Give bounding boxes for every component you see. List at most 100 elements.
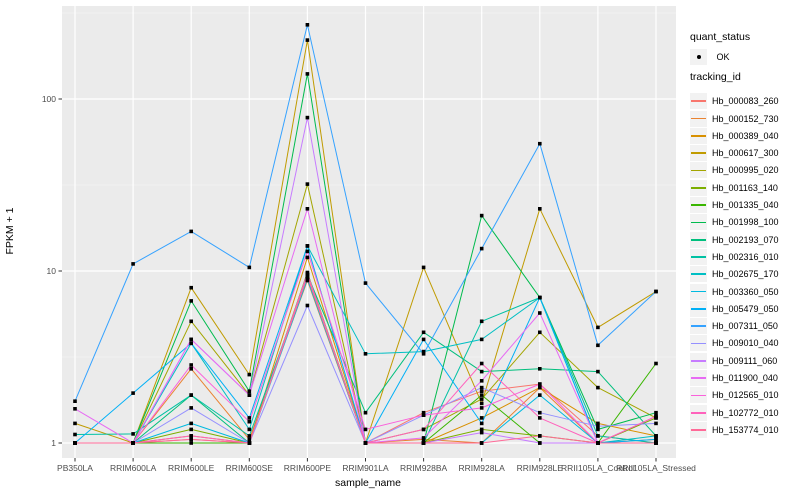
svg-text:10: 10 xyxy=(47,266,57,276)
legend-item-label: Hb_001163_140 xyxy=(712,182,778,193)
legend-item-Hb_000083_260: Hb_000083_260 xyxy=(690,93,779,110)
svg-text:1: 1 xyxy=(51,438,56,448)
svg-text:RRIM928BA: RRIM928BA xyxy=(400,463,448,473)
legend-item-Hb_003360_050: Hb_003360_050 xyxy=(690,283,779,300)
series-color-line xyxy=(691,342,706,345)
line-swatch-icon xyxy=(690,145,707,162)
legend-item-Hb_001163_140: Hb_001163_140 xyxy=(690,179,778,196)
series-color-line xyxy=(691,256,706,258)
legend-item-label: Hb_000617_300 xyxy=(712,148,779,159)
legend-item-Hb_000152_730: Hb_000152_730 xyxy=(690,110,779,127)
series-color-line xyxy=(691,135,706,137)
line-swatch-icon xyxy=(690,179,707,196)
line-swatch-icon xyxy=(690,421,707,438)
line-swatch-icon xyxy=(690,404,707,421)
series-color-line xyxy=(691,221,706,224)
legend-item-label: Hb_005479_050 xyxy=(712,303,779,314)
line-swatch-icon xyxy=(690,370,707,387)
svg-text:RRIM901LA: RRIM901LA xyxy=(342,463,389,473)
legend-item-label: Hb_002193_070 xyxy=(712,234,779,245)
line-swatch-icon xyxy=(690,283,707,300)
series-color-line xyxy=(691,238,706,241)
legend-item-Hb_011900_040: Hb_011900_040 xyxy=(690,369,778,387)
line-swatch-icon xyxy=(690,214,707,231)
legend-item-label: Hb_009111_060 xyxy=(712,355,778,366)
legend-item-Hb_102772_010: Hb_102772_010 xyxy=(690,404,779,421)
legend-item-label: OK xyxy=(716,51,730,62)
legend-item-label: Hb_012565_010 xyxy=(712,390,779,401)
legend-item-label: Hb_000083_260 xyxy=(712,96,779,107)
svg-text:RRIM600LA: RRIM600LA xyxy=(110,463,157,473)
line-swatch-icon xyxy=(690,162,707,179)
legend-item-Hb_012565_010: Hb_012565_010 xyxy=(690,387,779,404)
line-swatch-icon xyxy=(690,197,707,214)
legend-item-Hb_009010_040: Hb_009010_040 xyxy=(690,335,779,352)
series-color-line xyxy=(691,308,706,310)
series-color-line xyxy=(691,290,706,293)
legend-item-Hb_002675_170: Hb_002675_170 xyxy=(690,266,779,283)
series-color-line xyxy=(691,152,706,155)
legend: quant_status OK tracking_id Hb_000083_26… xyxy=(684,0,800,500)
line-swatch-icon xyxy=(690,127,707,144)
legend-item-ok: OK xyxy=(690,48,729,65)
line-swatch-icon xyxy=(690,318,707,335)
series-color-line xyxy=(691,204,706,206)
legend-item-Hb_002316_010: Hb_002316_010 xyxy=(690,248,779,265)
legend-item-label: Hb_009010_040 xyxy=(712,338,779,349)
legend-item-Hb_002193_070: Hb_002193_070 xyxy=(690,231,779,248)
series-color-line xyxy=(691,394,706,397)
legend-item-Hb_000389_040: Hb_000389_040 xyxy=(690,127,779,144)
legend-tracking-id-title: tracking_id xyxy=(690,71,741,83)
line-swatch-icon xyxy=(690,110,707,127)
line-swatch-icon xyxy=(690,93,707,110)
svg-text:PB350LA: PB350LA xyxy=(57,463,93,473)
x-axis-title: sample_name xyxy=(335,477,401,489)
line-swatch-icon xyxy=(690,300,707,317)
svg-text:RRIM600PE: RRIM600PE xyxy=(284,463,332,473)
svg-text:100: 100 xyxy=(42,94,56,104)
legend-quant-status-title: quant_status xyxy=(690,31,751,43)
legend-item-label: Hb_011900_040 xyxy=(712,373,778,384)
series-color-line xyxy=(691,186,706,189)
legend-item-label: Hb_000995_020 xyxy=(712,165,779,176)
svg-text:RRIM928LA: RRIM928LA xyxy=(459,463,506,473)
legend-item-label: Hb_002675_170 xyxy=(712,269,779,280)
series-color-line xyxy=(691,429,706,431)
line-swatch-icon xyxy=(690,335,707,352)
y-axis-title: FPKM + 1 xyxy=(4,207,16,255)
line-swatch-icon xyxy=(690,231,707,248)
legend-item-Hb_001998_100: Hb_001998_100 xyxy=(690,214,779,231)
svg-text:RRIM928LE: RRIM928LE xyxy=(517,463,564,473)
series-color-line xyxy=(691,100,706,103)
ok-point-icon xyxy=(690,48,707,65)
series-color-line xyxy=(691,325,706,328)
legend-item-label: Hb_001998_100 xyxy=(712,217,779,228)
svg-text:RRIM600LE: RRIM600LE xyxy=(168,463,215,473)
line-swatch-icon xyxy=(690,387,707,404)
legend-item-Hb_007311_050: Hb_007311_050 xyxy=(690,317,778,335)
series-color-line xyxy=(691,169,706,172)
legend-item-label: Hb_003360_050 xyxy=(712,286,779,297)
legend-item-label: Hb_102772_010 xyxy=(712,407,779,418)
legend-item-label: Hb_000389_040 xyxy=(712,130,779,141)
series-color-line xyxy=(691,377,706,379)
line-swatch-icon xyxy=(690,352,707,369)
legend-item-Hb_009111_060: Hb_009111_060 xyxy=(690,352,777,369)
series-color-line xyxy=(691,117,706,120)
legend-item-Hb_001335_040: Hb_001335_040 xyxy=(690,196,779,214)
svg-text:RRIM600SE: RRIM600SE xyxy=(226,463,274,473)
svg-text:RRII105LA_Stressed: RRII105LA_Stressed xyxy=(616,463,696,473)
legend-item-Hb_000617_300: Hb_000617_300 xyxy=(690,144,779,162)
legend-item-Hb_005479_050: Hb_005479_050 xyxy=(690,300,779,317)
series-color-line xyxy=(691,411,706,414)
legend-item-label: Hb_001335_040 xyxy=(712,200,779,211)
legend-item-label: Hb_002316_010 xyxy=(712,251,779,262)
series-color-line xyxy=(691,273,706,276)
legend-item-Hb_153774_010: Hb_153774_010 xyxy=(690,421,779,438)
legend-item-label: Hb_000152_730 xyxy=(712,113,779,124)
series-color-line xyxy=(691,359,706,362)
legend-item-label: Hb_007311_050 xyxy=(712,321,778,332)
line-swatch-icon xyxy=(690,266,707,283)
legend-item-Hb_000995_020: Hb_000995_020 xyxy=(690,162,779,179)
